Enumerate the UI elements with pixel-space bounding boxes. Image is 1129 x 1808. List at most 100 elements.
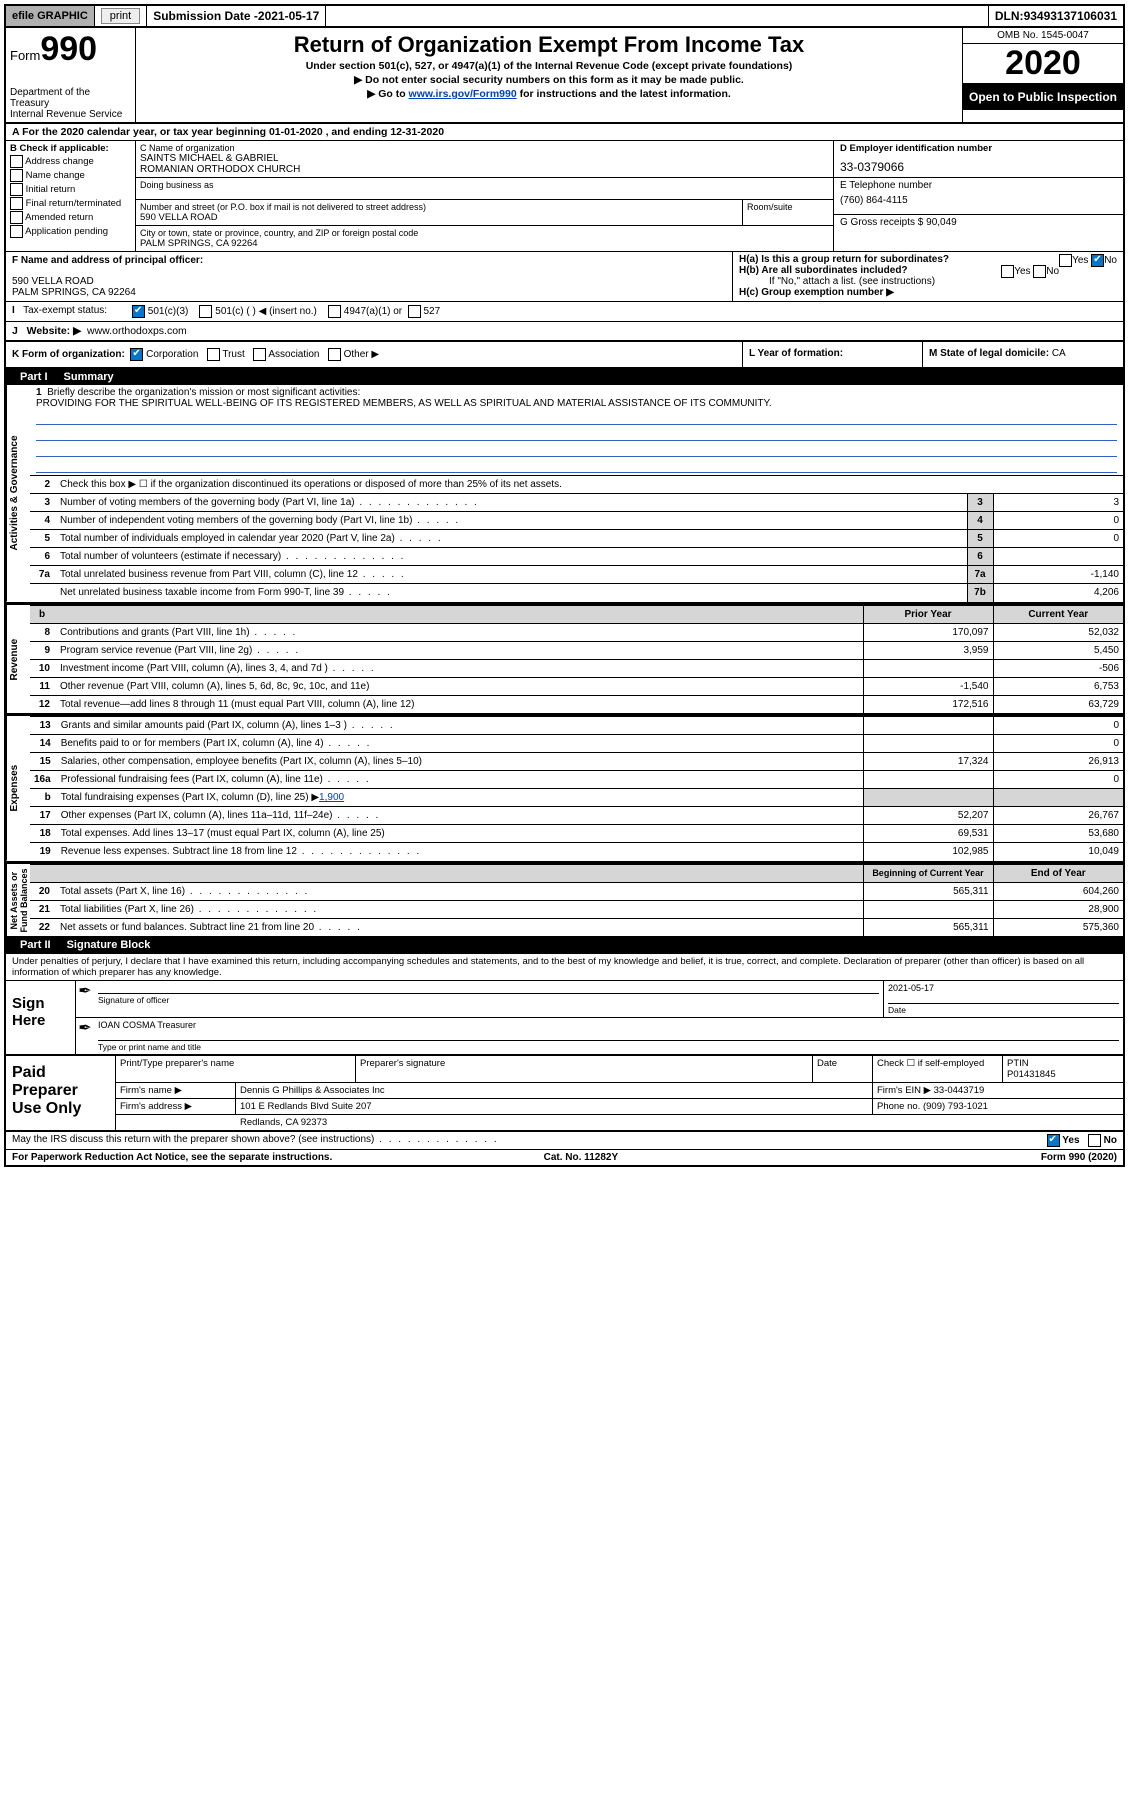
klm-row: K Form of organization: Corporation Trus… — [6, 342, 1123, 369]
na-blank1 — [30, 864, 56, 882]
mission-line-3 — [36, 443, 1117, 457]
m-value: CA — [1052, 348, 1066, 359]
sign-here-block: Sign Here ✒ Signature of officer 2021-05… — [6, 980, 1123, 1056]
r12-num: 12 — [30, 695, 56, 713]
rev-row-9: 9Program service revenue (Part VIII, lin… — [30, 641, 1123, 659]
chk-amended[interactable]: Amended return — [10, 211, 131, 224]
sig-row-1: ✒ Signature of officer 2021-05-17Date — [76, 981, 1123, 1018]
print-button[interactable]: print — [101, 8, 140, 24]
ha-no: No — [1104, 255, 1117, 266]
subtitle-2: ▶ Do not enter social security numbers o… — [142, 74, 956, 86]
ha-no-box[interactable] — [1091, 254, 1104, 267]
netassets-table: Beginning of Current YearEnd of Year 20T… — [30, 864, 1123, 937]
r3-text: Number of voting members of the governin… — [56, 494, 967, 512]
efile-label: efile GRAPHIC — [6, 6, 95, 26]
b-header: B Check if applicable: — [10, 143, 131, 154]
expenses-section: Expenses 13Grants and similar amounts pa… — [6, 714, 1123, 862]
sig-date-value: 2021-05-17 — [888, 983, 934, 993]
h-block: H(a) Is this a group return for subordin… — [733, 252, 1123, 301]
r21-text: Total liabilities (Part X, line 26) — [56, 900, 863, 918]
ha-text: H(a) Is this a group return for subordin… — [739, 254, 949, 265]
ha-yes-box[interactable] — [1059, 254, 1072, 267]
preparer-right: Print/Type preparer's name Preparer's si… — [116, 1056, 1123, 1130]
omb-number: OMB No. 1545-0047 — [963, 28, 1123, 44]
gross-receipts-line: G Gross receipts $ 90,049 — [834, 215, 1123, 251]
chk-initial-return[interactable]: Initial return — [10, 183, 131, 196]
r16b-cy — [993, 789, 1123, 807]
phone-value: (760) 864-4115 — [840, 195, 1117, 206]
r9-py: 3,959 — [863, 641, 993, 659]
r6-text: Total number of volunteers (estimate if … — [56, 548, 967, 566]
r21-cy: 28,900 — [993, 900, 1123, 918]
footer-left: For Paperwork Reduction Act Notice, see … — [12, 1152, 332, 1163]
chk-other[interactable] — [328, 348, 341, 361]
hb-yes-box[interactable] — [1001, 265, 1014, 278]
chk-corp[interactable] — [130, 348, 143, 361]
h-note: If "No," attach a list. (see instruction… — [739, 276, 1117, 287]
prep-row-4: Redlands, CA 92373 — [116, 1115, 1123, 1130]
r6-box: 6 — [967, 548, 993, 566]
chk-4947[interactable] — [328, 305, 341, 318]
r13-py — [863, 717, 993, 735]
na-blank2 — [56, 864, 863, 882]
hb-no-box[interactable] — [1033, 265, 1046, 278]
discuss-yes-box[interactable] — [1047, 1134, 1060, 1147]
gov-row-4: 4Number of independent voting members of… — [30, 512, 1123, 530]
dln-cell: DLN: 93493137106031 — [989, 6, 1123, 26]
governance-body: 1 Briefly describe the organization's mi… — [30, 385, 1123, 602]
form-prefix: Form — [10, 48, 40, 63]
m-state: M State of legal domicile: CA — [923, 342, 1123, 367]
hb-no: No — [1046, 266, 1059, 277]
mission-line-4 — [36, 459, 1117, 473]
prep-row-3: Firm's address ▶ 101 E Redlands Blvd Sui… — [116, 1099, 1123, 1115]
r7b-val: 4,206 — [993, 584, 1123, 602]
part-i-title: Summary — [64, 371, 114, 383]
r16a-cy: 0 — [993, 771, 1123, 789]
chk-trust[interactable] — [207, 348, 220, 361]
instructions-link[interactable]: www.irs.gov/Form990 — [409, 88, 517, 100]
city-value: PALM SPRINGS, CA 92264 — [140, 238, 829, 249]
r14-cy: 0 — [993, 735, 1123, 753]
street-value: 590 VELLA ROAD — [140, 212, 738, 223]
k-label: K Form of organization: — [12, 349, 125, 360]
form-990-page: efile GRAPHIC print Submission Date - 20… — [4, 4, 1125, 1167]
r7b-text: Net unrelated business taxable income fr… — [56, 584, 967, 602]
bg-block: B Check if applicable: Address change Na… — [6, 141, 1123, 252]
r15-py: 17,324 — [863, 753, 993, 771]
r8-num: 8 — [30, 623, 56, 641]
r10-cy: -506 — [993, 659, 1123, 677]
governance-section: Activities & Governance 1 Briefly descri… — [6, 385, 1123, 603]
r5-box: 5 — [967, 530, 993, 548]
revenue-section: Revenue bPrior YearCurrent Year 8Contrib… — [6, 603, 1123, 715]
r8-py: 170,097 — [863, 623, 993, 641]
vert-revenue: Revenue — [6, 605, 30, 714]
discuss-no-box[interactable] — [1088, 1134, 1101, 1147]
chk-app-pending[interactable]: Application pending — [10, 225, 131, 238]
expenses-body: 13Grants and similar amounts paid (Part … — [30, 716, 1123, 861]
na-begin: Beginning of Current Year — [863, 864, 993, 882]
r17-text: Other expenses (Part IX, column (A), lin… — [57, 807, 863, 825]
mission-line-1 — [36, 411, 1117, 425]
r4-box: 4 — [967, 512, 993, 530]
chk-527[interactable] — [408, 305, 421, 318]
sig-officer-label: Signature of officer — [98, 993, 879, 1005]
chk-name-change[interactable]: Name change — [10, 169, 131, 182]
hc-text: H(c) Group exemption number ▶ — [739, 287, 894, 298]
chk-assoc[interactable] — [253, 348, 266, 361]
chk-address-change[interactable]: Address change — [10, 155, 131, 168]
phone-lbl: Phone no. — [877, 1101, 923, 1112]
header-left: Form990 Department of the Treasury Inter… — [6, 28, 136, 122]
header-right: OMB No. 1545-0047 2020 Open to Public In… — [963, 28, 1123, 122]
fundraising-link[interactable]: 1,900 — [319, 792, 344, 803]
chk-501c[interactable] — [199, 305, 212, 318]
row-i: I Tax-exempt status: 501(c)(3) 501(c) ( … — [6, 302, 1123, 322]
chk-501c3[interactable] — [132, 305, 145, 318]
o-501c3: 501(c)(3) — [148, 306, 189, 317]
r9-text: Program service revenue (Part VIII, line… — [56, 641, 863, 659]
r5-num: 5 — [30, 530, 56, 548]
chk-final-return[interactable]: Final return/terminated — [10, 197, 131, 210]
prep-sig-lbl: Preparer's signature — [356, 1056, 813, 1082]
r16b-text: Total fundraising expenses (Part IX, col… — [57, 789, 863, 807]
discuss-text: May the IRS discuss this return with the… — [12, 1134, 499, 1147]
j-letter: J — [12, 325, 18, 337]
